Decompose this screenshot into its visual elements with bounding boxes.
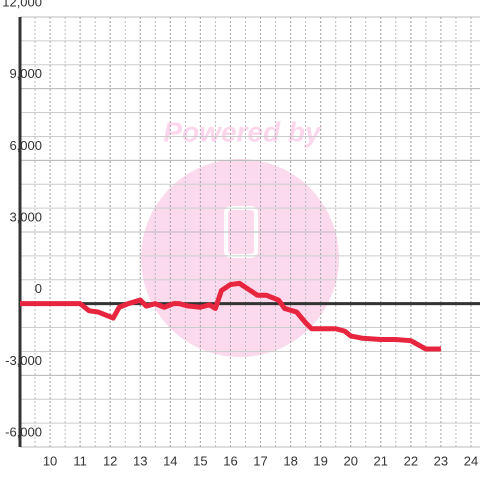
y-tick-label: 0 — [35, 281, 42, 296]
y-tick-label: 12,000 — [2, 0, 42, 9]
x-tick-label: 14 — [163, 453, 177, 468]
x-tick-label: 17 — [253, 453, 267, 468]
x-tick-label: 19 — [313, 453, 327, 468]
x-tick-label: 11 — [73, 453, 87, 468]
x-tick-label: 18 — [283, 453, 297, 468]
y-tick-label: -3,000 — [5, 353, 42, 368]
watermark-text: Powered by — [163, 116, 322, 147]
x-tick-label: 22 — [404, 453, 418, 468]
x-tick-label: 10 — [43, 453, 57, 468]
y-tick-label: 9,000 — [9, 66, 42, 81]
x-tick-label: 23 — [434, 453, 448, 468]
y-tick-label: -6,000 — [5, 424, 42, 439]
y-tick-label: 6,000 — [9, 138, 42, 153]
data-line — [20, 280, 441, 352]
x-tick-label: 12 — [103, 453, 117, 468]
x-tick-label: 15 — [193, 453, 207, 468]
y-tick-label: 3,000 — [9, 209, 42, 224]
x-tick-label: 16 — [223, 453, 237, 468]
x-tick-label: 20 — [343, 453, 357, 468]
x-tick-label: 13 — [133, 453, 147, 468]
x-tick-label: 21 — [374, 453, 388, 468]
x-tick-label: 24 — [464, 453, 478, 468]
